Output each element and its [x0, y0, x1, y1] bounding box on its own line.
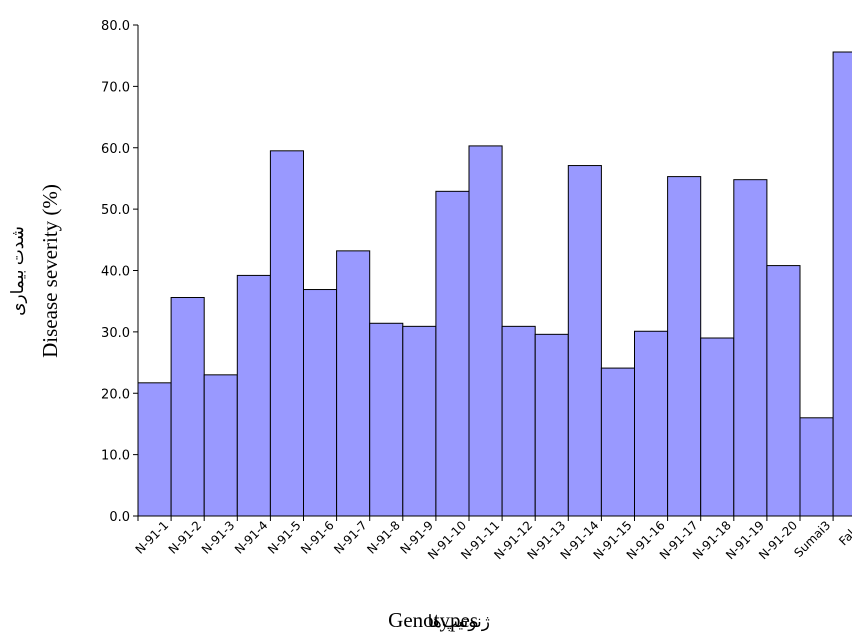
bar-N-91-8	[369, 322, 404, 517]
bar-N-91-13	[534, 333, 569, 517]
bar-N-91-1	[137, 382, 172, 517]
y-axis-title-fa: شدت بیماری	[8, 226, 28, 316]
x-tick-label: N-91-4	[232, 518, 271, 557]
bar-N-91-2	[170, 297, 205, 517]
bar-N-91-18	[700, 337, 735, 517]
x-axis-title: Genotypes	[388, 608, 478, 632]
bar-N-91-19	[733, 179, 768, 517]
y-tick-label: 50.0	[101, 203, 130, 218]
bar-N-91-17	[667, 176, 702, 517]
y-ticks-group: 0.0 10.0 20.0 30.0 40.0 50.0 60.0 70.0 80.0	[101, 19, 138, 525]
y-tick-label: 40.0	[101, 265, 130, 280]
x-axis-title-fa: ژنوتیپ‌ها	[428, 612, 490, 632]
x-tick-label: N-91-1	[133, 518, 172, 557]
x-tick-label: N-91-5	[265, 518, 304, 557]
x-tick-label: N-91-8	[364, 518, 403, 557]
x-tick-label: N-91-2	[166, 518, 205, 557]
bar-N-91-12	[501, 325, 536, 517]
bar-N-91-15	[600, 367, 636, 517]
bar-N-91-14	[567, 165, 602, 517]
y-tick-label: 0.0	[109, 510, 130, 525]
bar-Falat	[832, 51, 852, 517]
bar-N-91-10	[435, 190, 470, 517]
bar-N-91-6	[303, 289, 338, 517]
x-tick-label: N-91-3	[199, 518, 238, 557]
x-tick-label: N-91-7	[331, 518, 370, 557]
bar-Sumai3	[799, 417, 834, 517]
x-ticks-group: N-91-1N-91-2N-91-3N-91-4N-91-5N-91-6N-91…	[133, 516, 852, 562]
y-tick-label: 20.0	[101, 387, 130, 402]
y-tick-label: 10.0	[101, 449, 130, 464]
bar-N-91-16	[634, 330, 669, 517]
x-tick-label: Falat	[836, 518, 852, 548]
x-tick-label: Sumai3	[791, 518, 833, 560]
y-tick-label: 70.0	[101, 80, 130, 95]
bar-N-91-9	[402, 325, 437, 517]
bar-N-91-5	[269, 150, 304, 517]
bar-N-91-4	[236, 274, 271, 517]
bars-group	[137, 51, 852, 517]
x-tick-label: N-91-6	[298, 518, 337, 557]
bar-N-91-7	[336, 250, 371, 517]
bar-N-91-3	[203, 374, 238, 517]
bar-N-91-20	[766, 265, 801, 517]
bar-N-91-11	[468, 145, 503, 517]
y-tick-label: 60.0	[101, 142, 130, 157]
y-axis-title: Disease severity (%)	[38, 184, 62, 358]
y-tick-label: 30.0	[101, 326, 130, 341]
y-tick-label: 80.0	[101, 19, 130, 34]
